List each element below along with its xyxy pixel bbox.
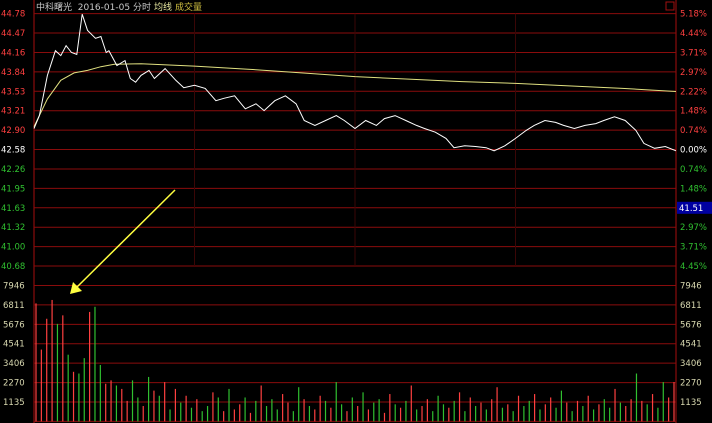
percent-tick-label: 2.22% [680, 87, 707, 97]
volume-tick-label-right: 3406 [680, 359, 702, 369]
annotation-arrow-head [70, 282, 82, 294]
price-tick-label: 44.78 [1, 10, 25, 20]
percent-tick-label: 3.71% [680, 243, 707, 253]
volume-tick-label-right: 4541 [680, 340, 702, 350]
cursor-price-label: 41.51 [679, 204, 703, 214]
percent-tick-label: 2.97% [680, 68, 707, 78]
chart-title: 中科曙光 2016-01-05 分时 均线 成交量 [36, 0, 202, 13]
percent-tick-label: 3.71% [680, 48, 707, 58]
chart-mode: 分时 [132, 3, 151, 13]
price-tick-label: 43.84 [1, 68, 25, 78]
stock-name: 中科曙光 [36, 3, 73, 13]
percent-tick-label: 1.48% [680, 184, 707, 194]
price-tick-label: 43.21 [1, 107, 25, 117]
price-tick-label: 43.53 [1, 87, 25, 97]
price-tick-label: 42.26 [1, 165, 25, 175]
volume-tick-label: 5676 [3, 320, 25, 330]
chart-date: 2016-01-05 [77, 3, 131, 13]
volume-tick-label-right: 5676 [680, 320, 702, 330]
percent-tick-label: 2.97% [680, 223, 707, 233]
price-tick-label: 42.58 [1, 146, 25, 156]
volume-tick-label-right: 1135 [680, 398, 702, 408]
percent-tick-label: 4.45% [680, 262, 707, 272]
volume-tick-label: 2270 [3, 379, 25, 389]
percent-tick-label: 1.48% [680, 107, 707, 117]
volume-tick-label: 1135 [3, 398, 25, 408]
volume-tick-label: 4541 [3, 340, 25, 350]
price-tick-label: 41.63 [1, 204, 25, 214]
annotation-arrow-shaft [75, 189, 176, 289]
window-toggle-icon [665, 1, 675, 11]
volume-tick-label-right: 6811 [680, 301, 702, 311]
legend-volume: 成交量 [174, 3, 202, 13]
price-tick-label: 41.00 [1, 243, 25, 253]
average-price-line [33, 63, 677, 127]
price-tick-label: 41.95 [1, 184, 25, 194]
volume-tick-label-right: 7946 [680, 281, 702, 291]
volume-tick-label-right: 2270 [680, 379, 702, 389]
volume-tick-label: 7946 [3, 281, 25, 291]
percent-tick-label: 5.18% [680, 10, 707, 20]
price-tick-label: 40.68 [1, 262, 25, 272]
percent-tick-label: 0.74% [680, 165, 707, 175]
price-tick-label: 42.90 [1, 126, 25, 136]
price-line [33, 14, 677, 152]
price-tick-label: 41.32 [1, 223, 25, 233]
price-tick-label: 44.47 [1, 29, 25, 39]
percent-tick-label: 0.74% [680, 126, 707, 136]
legend-average: 均线 [153, 3, 172, 13]
volume-tick-label: 3406 [3, 359, 25, 369]
percent-tick-label: 0.00% [680, 146, 707, 156]
cursor-price-box [677, 201, 712, 214]
price-tick-label: 44.16 [1, 48, 25, 58]
volume-tick-label: 6811 [3, 301, 25, 311]
percent-tick-label: 4.44% [680, 29, 707, 39]
